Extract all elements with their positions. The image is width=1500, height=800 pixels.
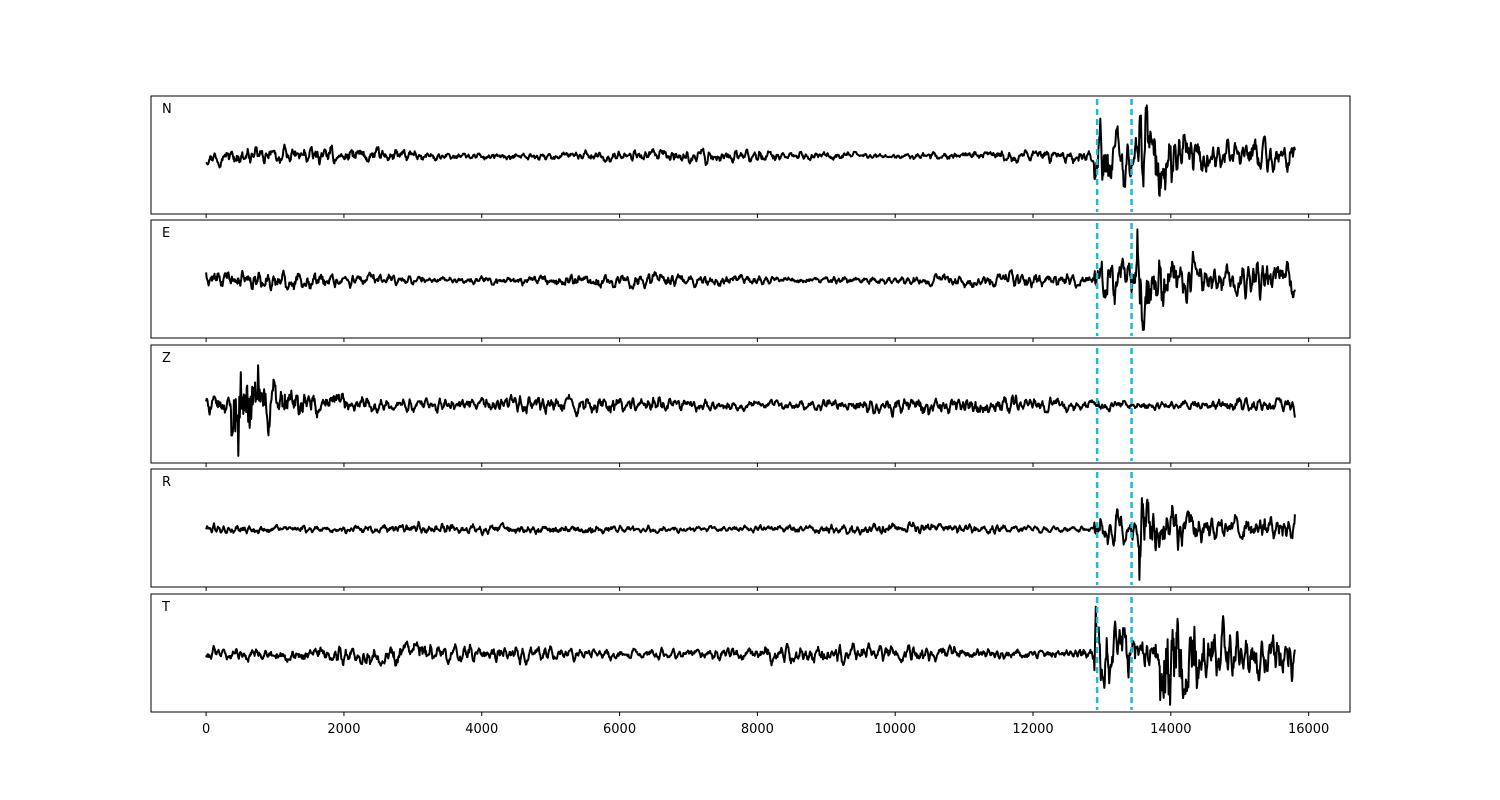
panel-n-frame: [150, 95, 1351, 215]
waveform-trace-z: [205, 364, 1296, 457]
waveform-trace-r: [205, 497, 1296, 581]
chart-marks: 0 2000 4000 6000 8000 10000 12000 14000 16000: [202, 99, 1329, 737]
x-tick-label: 12000: [1012, 722, 1053, 737]
panel-t-label: T: [161, 600, 170, 615]
panel-z-frame: [150, 344, 1351, 464]
panel-r-frame: [150, 468, 1351, 588]
panel-t-frame: [150, 593, 1351, 713]
x-tick-label: 4000: [465, 722, 498, 737]
panel-r-label: R: [162, 475, 171, 490]
panel-n-label: N: [162, 102, 172, 117]
x-tick-label: 6000: [603, 722, 636, 737]
panel-t: T: [150, 593, 1351, 713]
panel-r: R: [150, 468, 1351, 588]
waveform-trace-n: [205, 104, 1296, 197]
panel-z-label: Z: [162, 351, 171, 366]
waveform-trace-e: [205, 228, 1296, 331]
panel-n: N: [150, 95, 1351, 215]
x-tick-label: 14000: [1150, 722, 1191, 737]
x-tick-label: 0: [202, 722, 210, 737]
x-tick-label: 8000: [741, 722, 774, 737]
panel-z: Z: [150, 344, 1351, 464]
x-tick-label: 10000: [875, 722, 916, 737]
panel-e-frame: [150, 219, 1351, 339]
panel-e-label: E: [162, 226, 170, 241]
x-tick-label: 16000: [1288, 722, 1329, 737]
waveform-trace-t: [205, 605, 1296, 706]
panel-e: E: [150, 219, 1351, 339]
x-tick-label: 2000: [327, 722, 360, 737]
